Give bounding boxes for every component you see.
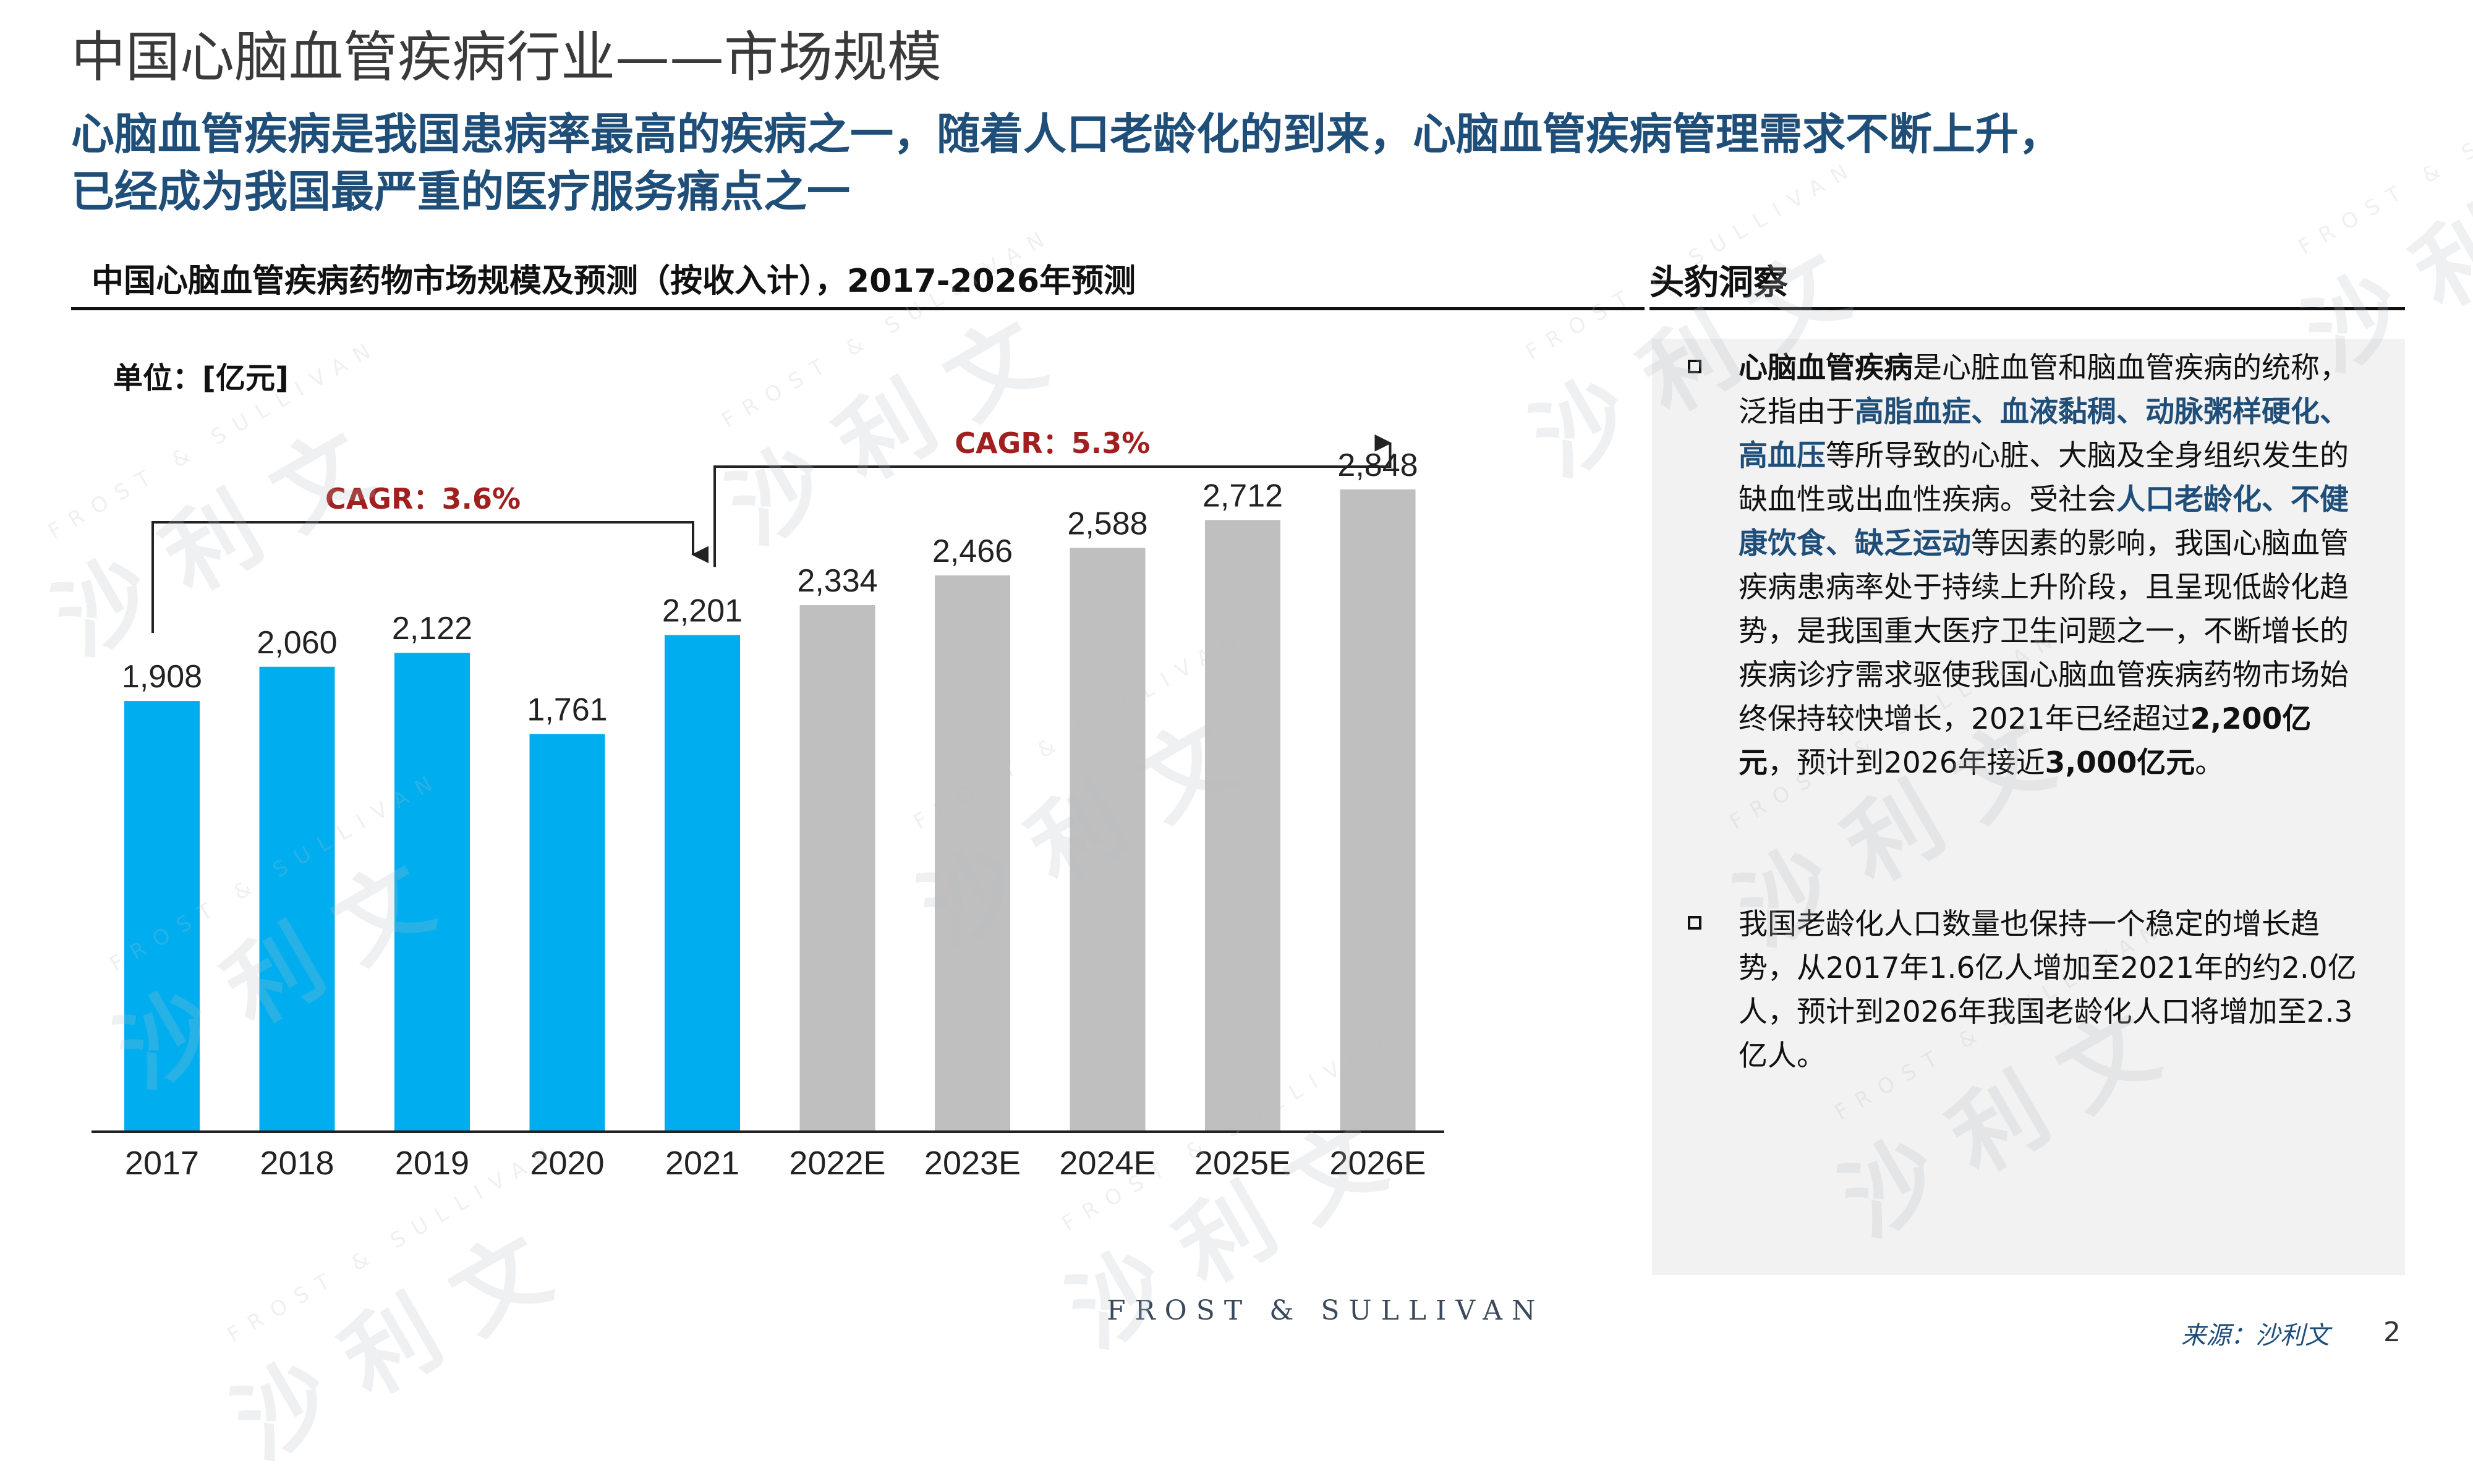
insight-panel bbox=[1652, 339, 2405, 1275]
x-axis-tick-label: 2023E bbox=[924, 1145, 1021, 1182]
bar-2022e bbox=[799, 604, 875, 1130]
bar-2025e bbox=[1205, 520, 1280, 1130]
x-axis-tick-label: 2021 bbox=[665, 1145, 739, 1182]
insight-bullet-1-text: 心脑血管疾病是心脏血管和脑血管疾病的统称，泛指由于高脂血症、血液黏稠、动脉粥样硬… bbox=[1739, 351, 2349, 780]
chart-heading: 中国心脑血管疾病药物市场规模及预测（按收入计），2017-2026年预测 bbox=[92, 263, 1136, 300]
bar-2018 bbox=[259, 666, 335, 1130]
subtitle-line-1: 心脑血管疾病是我国患病率最高的疾病之一，随着人口老龄化的到来，心脑血管疾病管理需… bbox=[71, 109, 2062, 159]
x-axis-tick-label: 2018 bbox=[260, 1145, 334, 1182]
bar-value-label: 2,060 bbox=[257, 625, 337, 661]
bar-2024e bbox=[1070, 548, 1146, 1130]
market-size-bar-chart: 1,908 2017 2,060 2018 2,122 2019 1,761 2020 2,20… bbox=[92, 426, 1444, 1182]
chart-heading-divider bbox=[71, 307, 1645, 310]
page-number: 2 bbox=[2383, 1317, 2401, 1348]
cagr-label: CAGR：3.6% bbox=[325, 482, 521, 515]
bar-value-label: 2,122 bbox=[392, 611, 472, 647]
cagr-label: CAGR：5.3% bbox=[955, 426, 1150, 460]
bar-value-label: 2,334 bbox=[797, 563, 877, 599]
bar-value-label: 2,466 bbox=[932, 533, 1013, 569]
watermark-cn: 沙 利 文 bbox=[216, 1215, 568, 1480]
bar-2017 bbox=[124, 701, 200, 1130]
bar-2020 bbox=[529, 734, 605, 1130]
page-title: 中国心脑血管疾病行业——市场规模 bbox=[71, 25, 942, 89]
watermark-en: FROST & SULLIVAN bbox=[2294, 49, 2473, 260]
bar-2023e bbox=[935, 575, 1010, 1130]
bar-value-label: 2,588 bbox=[1067, 506, 1147, 541]
insight-heading-divider bbox=[1649, 307, 2405, 310]
frost-sullivan-logo: FROST & SULLIVAN bbox=[1107, 1295, 1545, 1326]
x-axis-tick-label: 2024E bbox=[1059, 1145, 1156, 1182]
x-axis-tick-label: 2026E bbox=[1329, 1145, 1426, 1182]
source-note: 来源：沙利文 bbox=[2181, 1321, 2330, 1350]
square-bullet-icon bbox=[1688, 916, 1701, 930]
bar-value-label: 2,712 bbox=[1202, 478, 1283, 514]
bar-value-label: 2,848 bbox=[1337, 447, 1418, 483]
x-axis-tick-label: 2022E bbox=[789, 1145, 885, 1182]
bar-2021 bbox=[665, 635, 740, 1130]
subtitle-line-2: 已经成为我国最严重的医疗服务痛点之一 bbox=[71, 166, 850, 217]
bar-value-label: 1,908 bbox=[122, 659, 202, 695]
x-axis-tick-label: 2019 bbox=[395, 1145, 469, 1182]
x-axis-tick-label: 2017 bbox=[125, 1145, 199, 1182]
cagr-bracket-arrow bbox=[713, 434, 1392, 567]
bar-value-label: 1,761 bbox=[527, 692, 607, 728]
bar-value-label: 2,201 bbox=[662, 593, 743, 629]
insight-heading: 头豹洞察 bbox=[1649, 263, 1788, 303]
bar-2019 bbox=[394, 653, 470, 1130]
insight-bullet-2-text: 我国老龄化人口数量也保持一个稳定的增长趋势，从2017年1.6亿人增加至2021… bbox=[1739, 907, 2357, 1073]
bar-2026e bbox=[1340, 489, 1416, 1130]
x-axis-tick-label: 2025E bbox=[1194, 1145, 1291, 1182]
cagr-bracket-arrow bbox=[151, 521, 709, 634]
chart-unit-label: 单位：[亿元] bbox=[113, 361, 289, 396]
x-axis-tick-label: 2020 bbox=[530, 1145, 604, 1182]
square-bullet-icon bbox=[1688, 360, 1701, 373]
